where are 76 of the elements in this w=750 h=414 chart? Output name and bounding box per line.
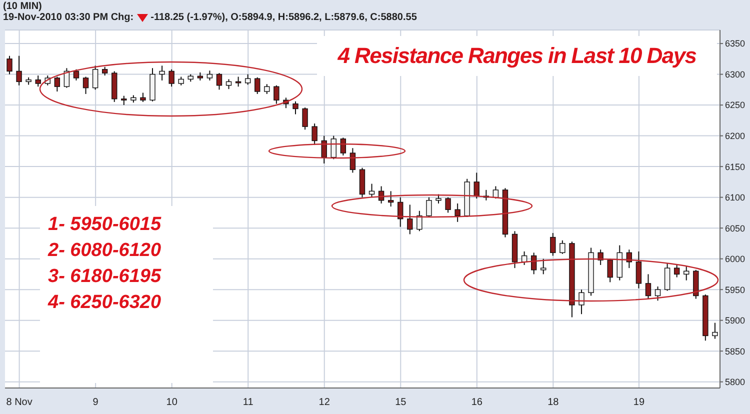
candlestick	[54, 76, 60, 92]
candlestick	[368, 183, 375, 198]
candlestick	[426, 196, 432, 218]
candlestick	[206, 70, 213, 81]
y-tick-label: 5800	[725, 377, 746, 388]
candlestick	[159, 65, 165, 81]
candlestick	[492, 186, 499, 200]
candlestick	[664, 262, 670, 292]
candlestick	[274, 84, 280, 104]
candlestick	[645, 274, 652, 300]
candlestick	[16, 55, 22, 86]
candlestick	[454, 202, 460, 222]
candlestick	[92, 65, 98, 90]
candlestick	[330, 135, 336, 160]
x-tick-label: 8 Nov	[6, 397, 32, 408]
candlestick	[636, 250, 642, 289]
y-tick-label: 5950	[725, 284, 746, 295]
candlestick	[73, 68, 80, 81]
candlestick	[226, 78, 232, 90]
candlestick	[302, 107, 308, 130]
y-tick-label: 6350	[725, 38, 746, 49]
candlestick	[474, 172, 480, 200]
x-tick-label: 11	[242, 397, 254, 408]
candlestick	[416, 210, 422, 232]
candlestick	[654, 286, 661, 302]
candlestick	[82, 76, 89, 94]
text: -118.25 (-1.97%), O:5894.9, H:5896.2, L:5879.6, C:5880.55	[150, 12, 417, 23]
y-tick-label: 6100	[725, 192, 746, 203]
y-tick-label: 5850	[725, 346, 746, 356]
candlestick	[35, 75, 41, 88]
candlestick	[540, 258, 546, 275]
y-tick-label: 6000	[725, 254, 746, 264]
candlestick	[598, 249, 604, 266]
candlestick	[388, 190, 394, 208]
candlestick	[140, 92, 146, 102]
candlestick	[244, 74, 251, 86]
candlestick	[560, 240, 566, 254]
annotation: 1- 5950-6015	[48, 213, 162, 237]
candlestick	[264, 84, 270, 94]
candlestick	[578, 289, 584, 315]
candlestick	[254, 76, 260, 94]
candlestick	[436, 194, 442, 204]
x-tick-label: 16	[471, 397, 483, 408]
annotation: 4- 6250-6320	[48, 291, 162, 315]
candlestick	[607, 258, 613, 283]
annotation: 2- 6080-6120	[48, 239, 162, 263]
candlestick	[216, 72, 222, 90]
x-tick-label: 18	[548, 397, 560, 408]
title-box: 4 Resistance Ranges in Last 10 Days	[317, 36, 717, 76]
y-tick-label: 6150	[725, 162, 746, 172]
candlestick	[235, 76, 242, 88]
x-tick-label: 9	[92, 397, 99, 408]
text: (10 MIN)	[3, 1, 43, 12]
x-tick-label: 19	[633, 397, 645, 408]
candlestick	[407, 204, 413, 235]
y-tick-label: 6050	[725, 223, 746, 234]
x-tick-label: 10	[166, 397, 178, 408]
candlestick	[168, 68, 174, 88]
x-tick-label: 12	[318, 397, 330, 408]
y-tick-label: 6250	[725, 100, 746, 110]
annotation: 3- 6180-6195	[48, 265, 162, 289]
candlestick	[674, 264, 680, 278]
candlestick	[445, 196, 451, 214]
y-tick-label: 6200	[725, 130, 746, 141]
candlestick	[350, 148, 356, 174]
y-tick-label: 5900	[725, 316, 746, 326]
candlestick	[6, 55, 12, 75]
candlestick	[684, 266, 690, 281]
candlestick	[121, 95, 127, 106]
candlestick	[292, 100, 298, 115]
x-tick-label: 15	[395, 397, 407, 408]
text: 19-Nov-2010 03:30 PM Chg:	[3, 12, 134, 23]
candlestick	[550, 232, 556, 256]
y-tick-label: 6300	[725, 69, 746, 80]
candlestick	[340, 137, 346, 156]
candlestick	[312, 123, 318, 146]
